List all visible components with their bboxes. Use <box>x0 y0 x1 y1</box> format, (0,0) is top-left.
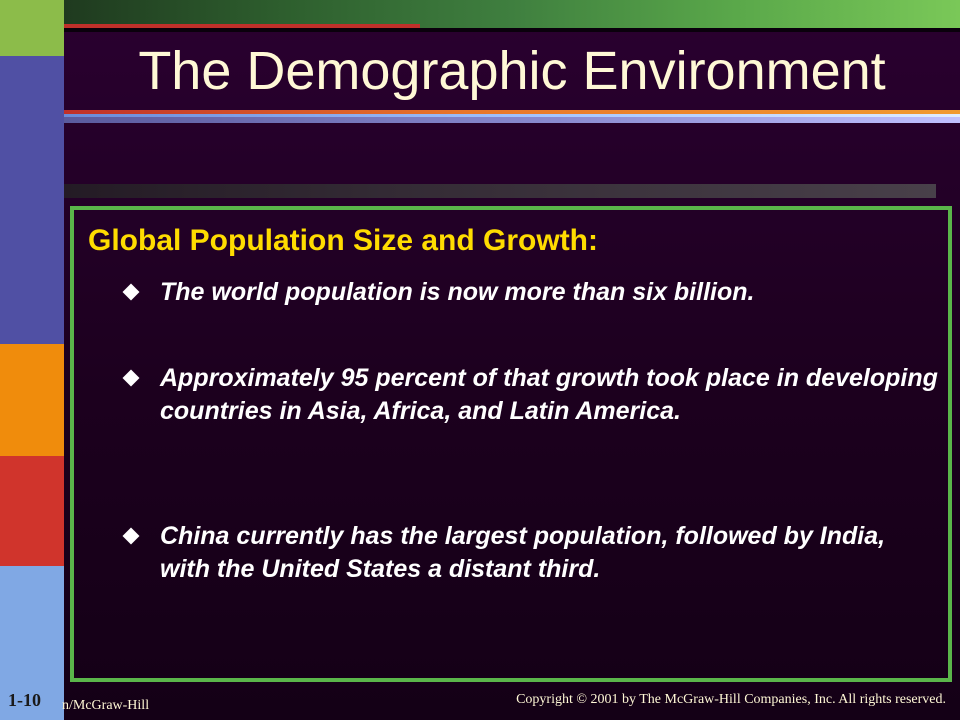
section-heading: Global Population Size and Growth: <box>88 224 598 257</box>
bullet-text: Approximately 95 percent of that growth … <box>160 364 938 425</box>
left-bar-blue-segment <box>0 56 64 344</box>
diamond-bullet-icon <box>122 527 140 545</box>
diamond-bullet-icon <box>122 369 140 387</box>
slide-title: The Demographic Environment <box>138 41 886 101</box>
copyright-notice: Copyright © 2001 by The McGraw-Hill Comp… <box>516 692 946 707</box>
decorative-band <box>64 184 936 198</box>
slide-number: 1-10 <box>8 690 41 710</box>
top-red-accent <box>64 24 420 28</box>
diamond-bullet-icon <box>122 283 140 301</box>
left-bar-red-segment <box>0 456 64 566</box>
top-dark-strip <box>64 28 960 32</box>
publisher-label: n/McGraw-Hill <box>62 698 150 713</box>
title-rule-orange <box>64 110 960 114</box>
bullet-text: China currently has the largest populati… <box>160 522 886 583</box>
top-color-bar <box>64 0 960 28</box>
title-rule-lightblue <box>64 114 960 117</box>
left-bar-orange-segment <box>0 344 64 456</box>
title-rule-purple <box>64 117 960 123</box>
left-color-bar <box>0 0 64 720</box>
left-bar-green-segment <box>0 0 64 56</box>
left-bar-lightblue-segment <box>0 566 64 720</box>
content-box: Global Population Size and Growth: The w… <box>70 206 952 682</box>
bullet-text: The world population is now more than si… <box>160 278 755 306</box>
